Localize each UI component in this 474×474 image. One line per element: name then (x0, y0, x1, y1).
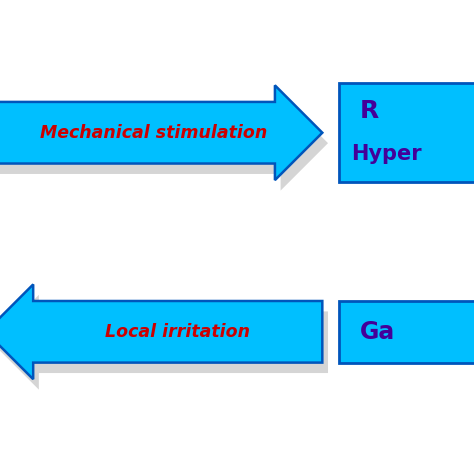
FancyArrow shape (0, 284, 322, 379)
Text: Ga: Ga (360, 320, 395, 344)
Text: Local irritation: Local irritation (105, 323, 250, 341)
Text: Mechanical stimulation: Mechanical stimulation (40, 124, 268, 142)
FancyBboxPatch shape (339, 301, 474, 363)
FancyBboxPatch shape (339, 83, 474, 182)
FancyArrow shape (0, 96, 328, 191)
FancyArrow shape (0, 295, 328, 390)
FancyArrow shape (0, 85, 322, 180)
Text: R: R (360, 100, 380, 123)
Text: Hyper: Hyper (351, 144, 421, 164)
